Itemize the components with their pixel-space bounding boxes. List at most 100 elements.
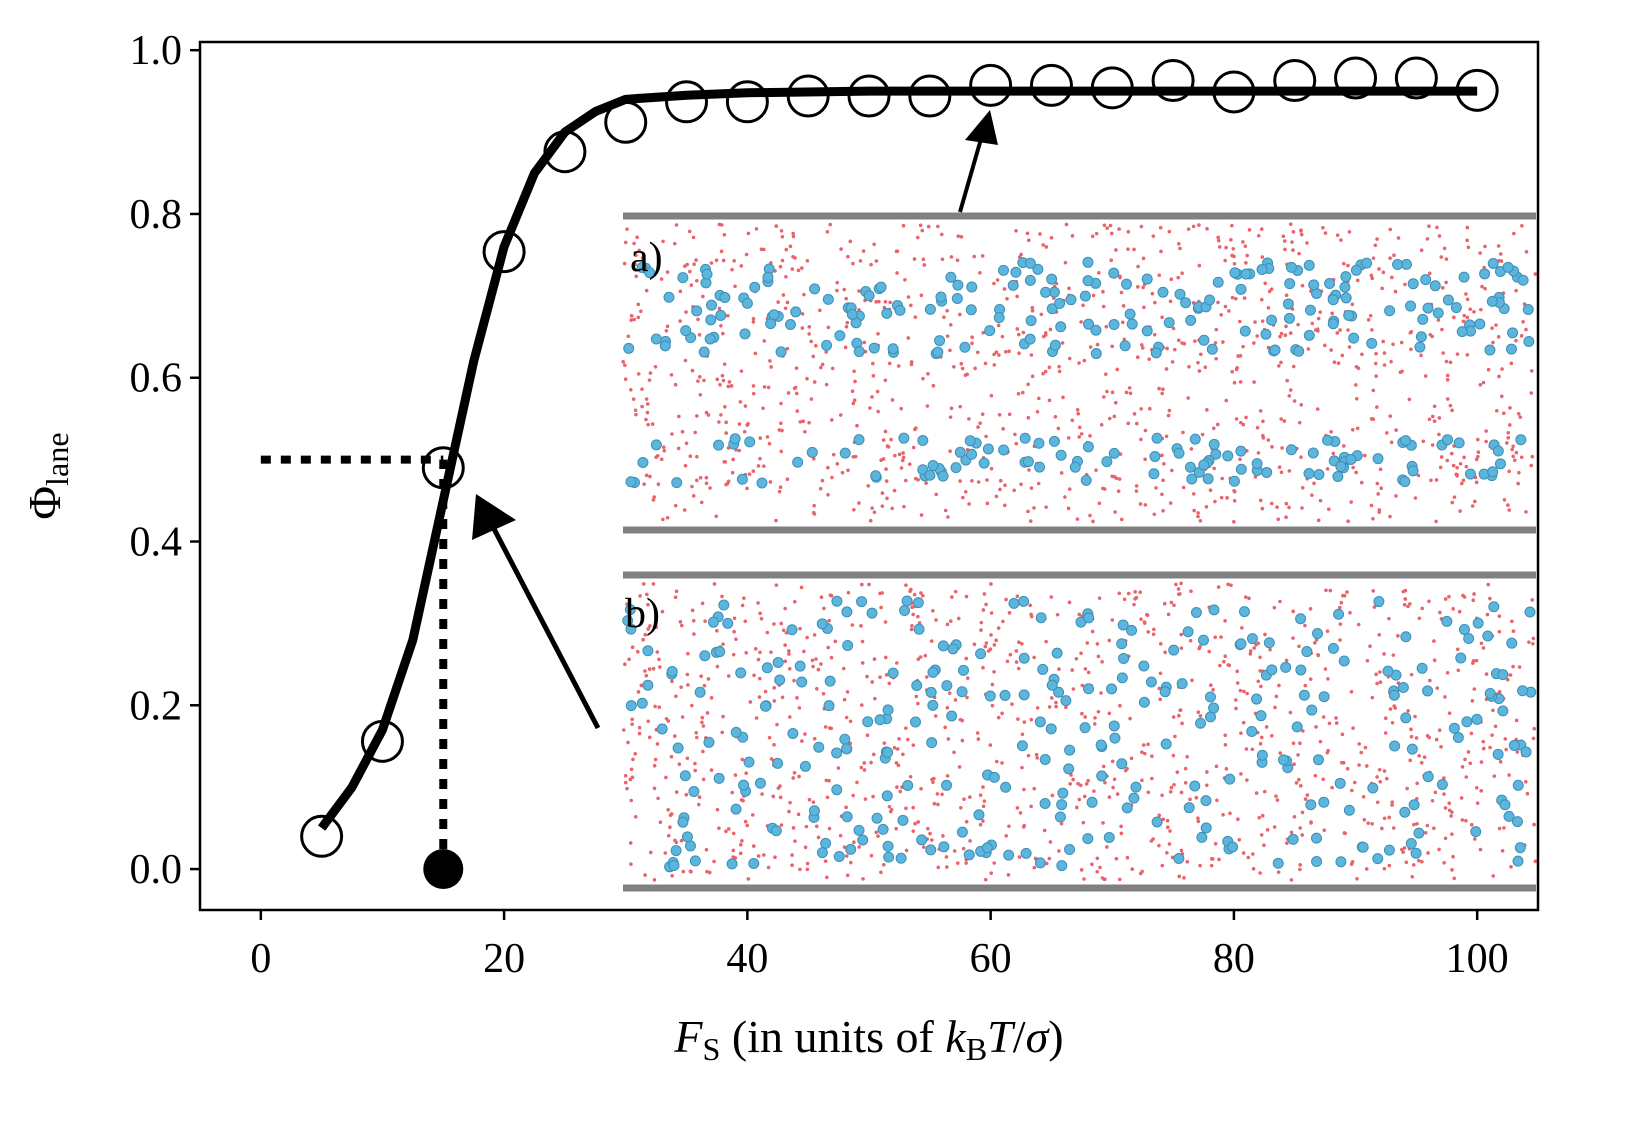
particle [1464,775,1469,779]
particle [1400,712,1412,724]
particle [1428,678,1432,683]
particle [715,377,720,382]
particle [1350,860,1355,864]
particle [1303,467,1315,479]
particle [871,361,875,366]
particle [747,472,752,477]
particle [1141,346,1145,350]
particle [1382,363,1387,367]
particle [909,627,914,632]
particle [1303,683,1308,688]
particle [1126,229,1131,234]
particle [1378,670,1382,674]
particle [1241,851,1246,855]
particle [1375,481,1380,486]
particle [1176,338,1181,343]
particle [1119,340,1131,352]
particle [1233,698,1238,702]
particle [721,642,725,646]
particle [823,700,835,712]
particle [794,366,799,371]
particle [1295,664,1307,676]
particle [796,676,808,688]
particle [992,643,997,647]
particle [1445,397,1450,401]
particle [1196,511,1200,515]
particle [895,271,899,275]
particle [779,449,784,454]
particle [1438,610,1442,615]
particle [698,393,703,397]
particle [623,377,628,381]
particle [1432,307,1444,319]
particle [919,786,923,791]
particle [869,262,873,267]
particle [1349,690,1354,694]
particle [1439,255,1444,259]
particle [666,808,670,812]
particle [1012,488,1016,493]
particle [1260,255,1265,259]
particle [1256,263,1268,275]
particle [758,611,762,616]
particle [807,332,811,336]
particle [783,306,788,311]
particle [960,366,965,371]
particle [1054,700,1058,705]
particle [1516,411,1521,416]
particle [1430,798,1435,803]
particle [1371,589,1376,593]
particle [631,757,635,762]
particle [1370,328,1374,332]
particle [829,655,834,660]
particle [1221,813,1225,817]
particle [1170,468,1174,473]
particle [1259,684,1263,689]
particle [1427,271,1432,276]
particle [1419,353,1423,358]
particle [1448,360,1453,365]
particle [1350,788,1354,793]
particle [1374,374,1378,378]
particle [1389,359,1393,364]
particle [798,626,802,631]
particle [894,761,899,765]
particle [672,241,677,246]
particle [629,314,634,318]
particle [1216,585,1221,589]
particle [1475,801,1480,805]
particle [819,595,824,599]
particle [1451,463,1456,468]
particle [707,870,712,875]
particle [954,446,966,458]
particle [902,780,914,792]
particle [1160,391,1164,396]
particle [1150,291,1155,296]
particle [816,618,828,630]
particle [826,465,830,470]
particle [1059,821,1064,826]
particle [1422,771,1434,783]
particle [1016,717,1020,721]
particle [705,711,710,715]
particle [898,432,910,444]
particle [1212,276,1224,288]
particle [1160,738,1172,750]
particle [1208,438,1220,450]
particle [952,849,957,853]
particle [1010,266,1022,278]
particle [1256,233,1261,238]
particle [857,845,861,849]
particle [1450,810,1454,814]
particle [693,761,697,766]
particle [1196,831,1208,843]
particle [680,429,685,434]
particle [1354,470,1358,475]
particle [931,780,935,785]
particle [765,630,770,635]
particle [869,760,873,765]
particle [882,840,894,852]
particle [1492,774,1497,778]
particle [1479,641,1484,646]
particle [1283,312,1295,324]
